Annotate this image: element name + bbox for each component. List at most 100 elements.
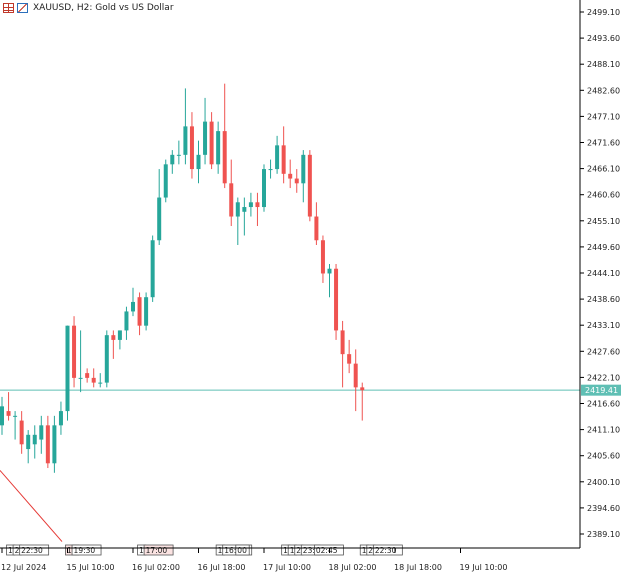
candle-body — [52, 425, 57, 464]
candle — [216, 121, 221, 174]
candle-body — [98, 382, 103, 384]
grid-view-icon[interactable] — [3, 3, 14, 13]
candle — [104, 330, 109, 388]
price-tick-label: 2389.10 — [587, 530, 620, 539]
candle-body — [144, 297, 149, 326]
candle-body — [235, 202, 240, 217]
price-tick-label: 2488.10 — [587, 60, 620, 69]
time-marker: 17:00 — [143, 544, 174, 556]
time-marker-label: 19:30 — [74, 546, 96, 555]
candle — [98, 373, 103, 388]
candle — [347, 339, 352, 374]
candle-body — [32, 434, 37, 445]
candle-body — [65, 325, 70, 412]
time-marker-box — [235, 544, 250, 556]
candle-body — [275, 145, 280, 170]
current-price-tag-layer: 2419.41 — [581, 384, 621, 396]
candle — [170, 150, 175, 174]
chart-toggle-icon[interactable] — [17, 3, 28, 13]
time-tick-label: 16 Jul 18:00 — [198, 563, 246, 572]
candle-body — [353, 363, 358, 388]
candle — [203, 97, 208, 165]
candle-body — [26, 434, 31, 450]
price-tick-label: 2422.10 — [587, 373, 620, 382]
candle — [294, 169, 299, 193]
candle — [196, 140, 201, 184]
time-marker-label: 1 — [283, 546, 288, 555]
time-marker-box — [143, 544, 174, 556]
time-marker-label: 16:35 — [224, 546, 246, 555]
candle-body — [301, 154, 306, 184]
time-marker: 00 — [235, 544, 250, 556]
candle-body — [157, 197, 162, 241]
time-tick-label: 17 Jul 10:00 — [263, 563, 311, 572]
candle-body — [334, 268, 339, 331]
candle — [91, 368, 96, 388]
candle — [58, 401, 63, 435]
candle-body — [58, 411, 63, 426]
candle — [13, 411, 18, 440]
price-tick-label: 2405.60 — [587, 452, 620, 461]
candle-body — [242, 207, 247, 212]
candle-body — [307, 154, 312, 217]
candle-body — [170, 154, 175, 165]
candle-body — [189, 126, 194, 170]
candle — [281, 126, 286, 184]
candle-body — [137, 297, 142, 326]
candle — [314, 202, 319, 246]
time-tick-label: 19 Jul 10:00 — [460, 563, 508, 572]
candle-body — [281, 145, 286, 174]
candle — [320, 235, 325, 283]
candle — [262, 164, 266, 212]
chart-title-bar: XAUUSD, H2: Gold vs US Dollar — [3, 1, 174, 15]
candle — [150, 235, 155, 302]
trend-line — [0, 470, 63, 542]
time-axis[interactable]: 12 Jul 2024 15 Jul 10:00 16 Jul 02:00 16 Ju… — [0, 547, 580, 572]
price-tick-label: 2427.60 — [587, 347, 620, 356]
candle-body — [131, 301, 135, 312]
candle-body — [203, 121, 208, 155]
candle — [137, 292, 142, 336]
candle-body — [209, 121, 214, 165]
time-marker-label: 22:30 — [375, 546, 397, 555]
price-tick-label: 2460.60 — [587, 191, 620, 200]
candle — [19, 411, 24, 454]
time-tick-label: 18 Jul 18:00 — [394, 563, 442, 572]
candle — [183, 88, 188, 165]
candle — [360, 382, 365, 421]
candle-body — [111, 335, 116, 340]
current-price-tag — [581, 384, 621, 396]
candle-body — [262, 169, 266, 208]
time-marker-box — [71, 544, 102, 556]
time-marker: 19:30 — [71, 544, 102, 556]
candle — [111, 330, 116, 359]
time-marker-label: 2 — [15, 546, 20, 555]
time-tick-label: 18 Jul 02:00 — [329, 563, 377, 572]
candle — [85, 368, 90, 383]
candle — [268, 159, 273, 179]
chart-title: XAUUSD, H2: Gold vs US Dollar — [33, 3, 174, 13]
timeframe-label: H2 — [76, 3, 90, 13]
candle — [0, 396, 4, 435]
price-tick-label: 2438.60 — [587, 295, 620, 304]
candle — [176, 140, 181, 165]
candle-body — [248, 202, 253, 208]
candle — [6, 392, 11, 421]
time-markers: 1222:301519:30117:00116:350011223:02:451… — [6, 544, 403, 556]
candle-body — [183, 126, 188, 155]
candle — [124, 306, 129, 340]
candle — [229, 159, 234, 227]
candle-body — [288, 173, 293, 179]
candle-body — [39, 425, 44, 440]
price-tick-label: 2455.10 — [587, 217, 620, 226]
price-tick-label: 2482.60 — [587, 86, 620, 95]
time-marker-label: 1 — [218, 546, 223, 555]
candle-body — [360, 387, 365, 391]
candle-body — [340, 330, 345, 355]
time-marker-label: 1 — [8, 546, 13, 555]
candle-body — [255, 202, 260, 208]
candle — [275, 135, 280, 174]
symbol-description: Gold vs US Dollar — [95, 3, 174, 13]
price-axis[interactable]: 2499.10 2493.60 2488.10 2482.60 2477.10 2471.… — [579, 0, 620, 548]
